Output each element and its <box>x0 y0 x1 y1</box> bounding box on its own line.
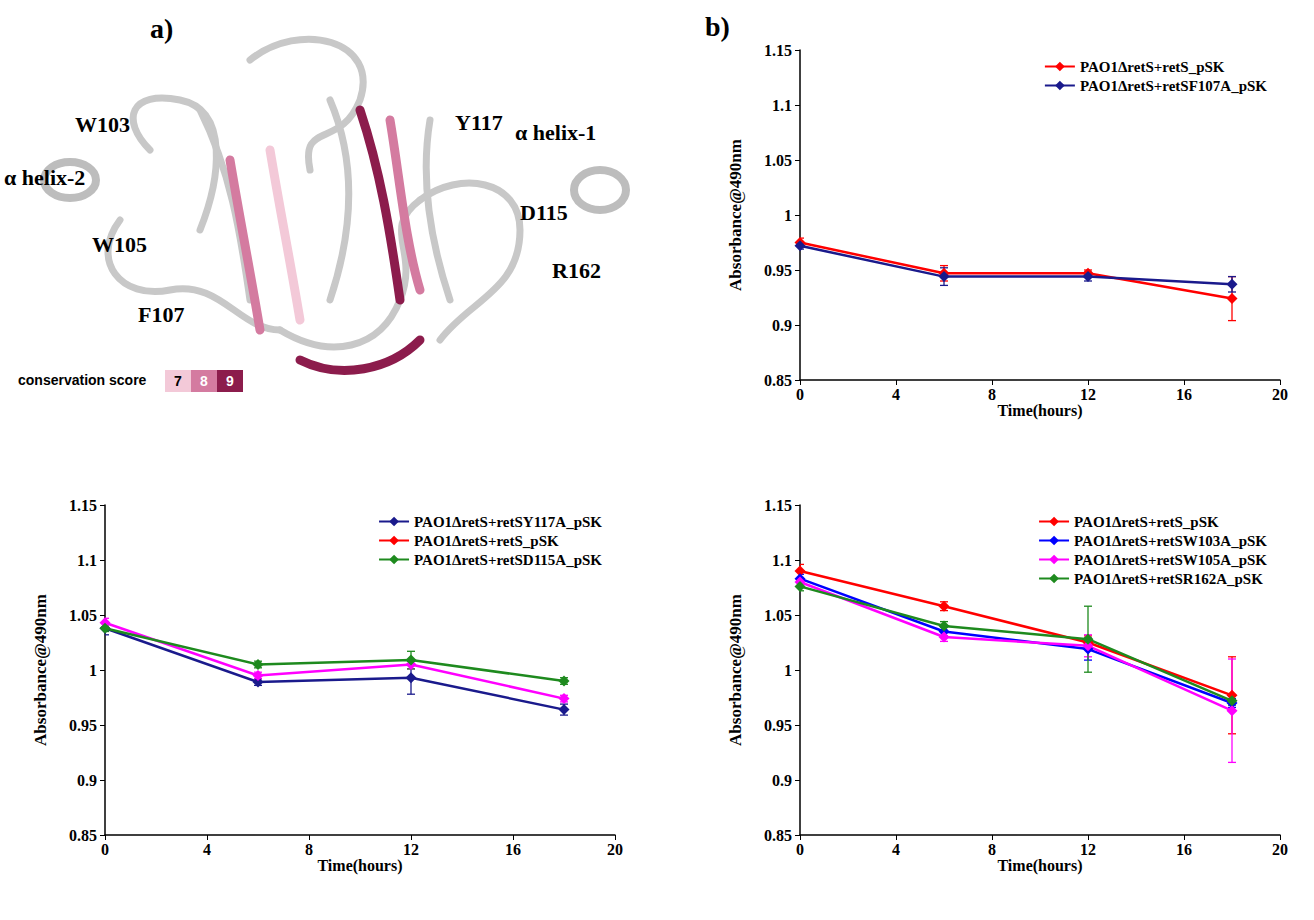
svg-text:0: 0 <box>796 841 804 858</box>
svg-text:16: 16 <box>505 841 521 858</box>
svg-text:0.85: 0.85 <box>69 827 97 844</box>
svg-text:8: 8 <box>305 841 313 858</box>
svg-text:D115: D115 <box>520 200 568 225</box>
svg-text:b): b) <box>705 11 730 42</box>
svg-text:1: 1 <box>784 207 792 224</box>
svg-text:Absorbance@490nm: Absorbance@490nm <box>31 594 50 746</box>
svg-text:4: 4 <box>892 386 900 403</box>
svg-text:Time(hours): Time(hours) <box>997 857 1082 875</box>
svg-text:7: 7 <box>174 373 182 389</box>
svg-text:F107: F107 <box>138 302 184 327</box>
svg-text:conservation score: conservation score <box>18 372 147 388</box>
svg-text:0.9: 0.9 <box>772 317 792 334</box>
svg-text:8: 8 <box>988 841 996 858</box>
svg-text:PAO1ΔretS+retSW105A_pSK: PAO1ΔretS+retSW105A_pSK <box>1074 552 1267 568</box>
svg-text:9: 9 <box>226 373 234 389</box>
svg-text:1.1: 1.1 <box>772 552 792 569</box>
svg-text:W105: W105 <box>92 232 147 257</box>
svg-text:1.05: 1.05 <box>69 607 97 624</box>
svg-text:0: 0 <box>796 386 804 403</box>
svg-text:PAO1ΔretS+retSD115A_pSK: PAO1ΔretS+retSD115A_pSK <box>414 552 602 568</box>
svg-text:1.05: 1.05 <box>764 152 792 169</box>
svg-text:20: 20 <box>1272 386 1288 403</box>
svg-text:1.1: 1.1 <box>772 97 792 114</box>
svg-text:0.9: 0.9 <box>77 772 97 789</box>
svg-text:PAO1ΔretS+retS_pSK: PAO1ΔretS+retS_pSK <box>414 533 559 549</box>
svg-text:12: 12 <box>1080 841 1096 858</box>
svg-text:PAO1ΔretS+retSF107A_pSK: PAO1ΔretS+retSF107A_pSK <box>1080 78 1267 94</box>
svg-text:a): a) <box>150 13 173 44</box>
svg-text:1.15: 1.15 <box>69 497 97 514</box>
svg-text:Y117: Y117 <box>455 110 503 135</box>
svg-text:8: 8 <box>200 373 208 389</box>
svg-text:0: 0 <box>101 841 109 858</box>
svg-text:1: 1 <box>784 662 792 679</box>
svg-text:12: 12 <box>403 841 419 858</box>
svg-text:16: 16 <box>1176 386 1192 403</box>
svg-text:PAO1ΔretS+retS_pSK: PAO1ΔretS+retS_pSK <box>1080 59 1225 75</box>
svg-text:12: 12 <box>1080 386 1096 403</box>
svg-text:0.95: 0.95 <box>69 717 97 734</box>
svg-text:0.95: 0.95 <box>764 262 792 279</box>
svg-text:0.95: 0.95 <box>764 717 792 734</box>
svg-text:PAO1ΔretS+retSR162A_pSK: PAO1ΔretS+retSR162A_pSK <box>1074 571 1263 587</box>
svg-text:20: 20 <box>607 841 623 858</box>
svg-text:20: 20 <box>1272 841 1288 858</box>
svg-text:16: 16 <box>1176 841 1192 858</box>
svg-text:0.85: 0.85 <box>764 827 792 844</box>
svg-text:R162: R162 <box>552 258 601 283</box>
svg-text:1.15: 1.15 <box>764 497 792 514</box>
svg-text:8: 8 <box>988 386 996 403</box>
svg-text:PAO1ΔretS+retSW103A_pSK: PAO1ΔretS+retSW103A_pSK <box>1074 533 1267 549</box>
svg-text:Time(hours): Time(hours) <box>317 857 402 875</box>
svg-text:1.1: 1.1 <box>77 552 97 569</box>
svg-text:4: 4 <box>892 841 900 858</box>
svg-text:0.9: 0.9 <box>772 772 792 789</box>
svg-text:Time(hours): Time(hours) <box>997 402 1082 420</box>
svg-text:1.05: 1.05 <box>764 607 792 624</box>
svg-text:W103: W103 <box>75 112 130 137</box>
svg-text:Absorbance@490nm: Absorbance@490nm <box>726 139 745 291</box>
svg-text:Absorbance@490nm: Absorbance@490nm <box>726 594 745 746</box>
svg-text:4: 4 <box>203 841 211 858</box>
svg-text:1.15: 1.15 <box>764 42 792 59</box>
svg-text:α helix-2: α helix-2 <box>4 165 85 190</box>
svg-text:0.85: 0.85 <box>764 372 792 389</box>
svg-text:PAO1ΔretS+retS_pSK: PAO1ΔretS+retS_pSK <box>1074 514 1219 530</box>
svg-text:1: 1 <box>89 662 97 679</box>
svg-text:PAO1ΔretS+retSY117A_pSK: PAO1ΔretS+retSY117A_pSK <box>414 514 602 530</box>
svg-text:α helix-1: α helix-1 <box>515 120 596 145</box>
